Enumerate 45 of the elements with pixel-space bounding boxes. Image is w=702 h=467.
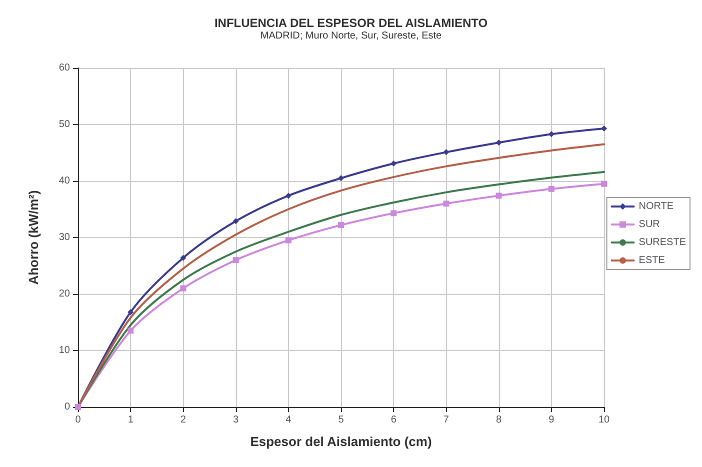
- point: [338, 175, 344, 182]
- y-tick-label: 50: [58, 119, 70, 130]
- point: [601, 125, 607, 132]
- x-tick-label: 3: [233, 414, 240, 426]
- x-tick-label: 1: [128, 414, 134, 426]
- point: [601, 180, 607, 187]
- point: [180, 254, 186, 261]
- point: [128, 309, 134, 316]
- point: [443, 149, 450, 156]
- legend-label: NORTE: [638, 201, 674, 212]
- x-tick-label: 9: [548, 414, 555, 426]
- x-tick-label: 4: [286, 414, 292, 426]
- x-tick-label: 2: [180, 414, 186, 426]
- point: [496, 140, 502, 146]
- legend-label: SURESTE: [638, 237, 686, 248]
- x-axis-title: Espesor del Aislamiento (cm): [250, 434, 432, 449]
- x-tick-label: 6: [390, 414, 397, 426]
- legend-label: ESTE: [638, 255, 666, 266]
- legend-label: SUR: [638, 219, 660, 230]
- y-tick-label: 60: [58, 62, 70, 74]
- point: [338, 222, 344, 228]
- y-tick-label: 20: [58, 288, 70, 300]
- point: [390, 160, 397, 166]
- point: [232, 257, 239, 264]
- point: [548, 186, 554, 192]
- point: [496, 192, 502, 199]
- y-tick-label: 30: [58, 232, 70, 243]
- point: [285, 237, 292, 244]
- x-tick-label: 0: [75, 414, 82, 426]
- y-tick-label: 0: [64, 402, 70, 412]
- point: [443, 200, 450, 207]
- point: [285, 192, 292, 199]
- point: [180, 285, 186, 292]
- y-tick-label: 10: [58, 345, 70, 356]
- point: [128, 328, 134, 334]
- x-tick-label: 8: [496, 414, 502, 426]
- chart-subtitle: MADRID; Muro Norte, Sur, Sureste, Este: [260, 30, 442, 42]
- y-axis-title: Ahorro (kW/m²): [26, 190, 41, 285]
- point: [232, 218, 239, 224]
- x-tick-label: 7: [443, 414, 450, 426]
- point: [390, 210, 397, 216]
- chart-title: INFLUENCIA DEL ESPESOR DEL AISLAMIENTO: [214, 16, 488, 30]
- x-tick-label: 10: [598, 414, 610, 426]
- y-tick-label: 40: [58, 176, 70, 186]
- x-tick-label: 5: [338, 414, 344, 426]
